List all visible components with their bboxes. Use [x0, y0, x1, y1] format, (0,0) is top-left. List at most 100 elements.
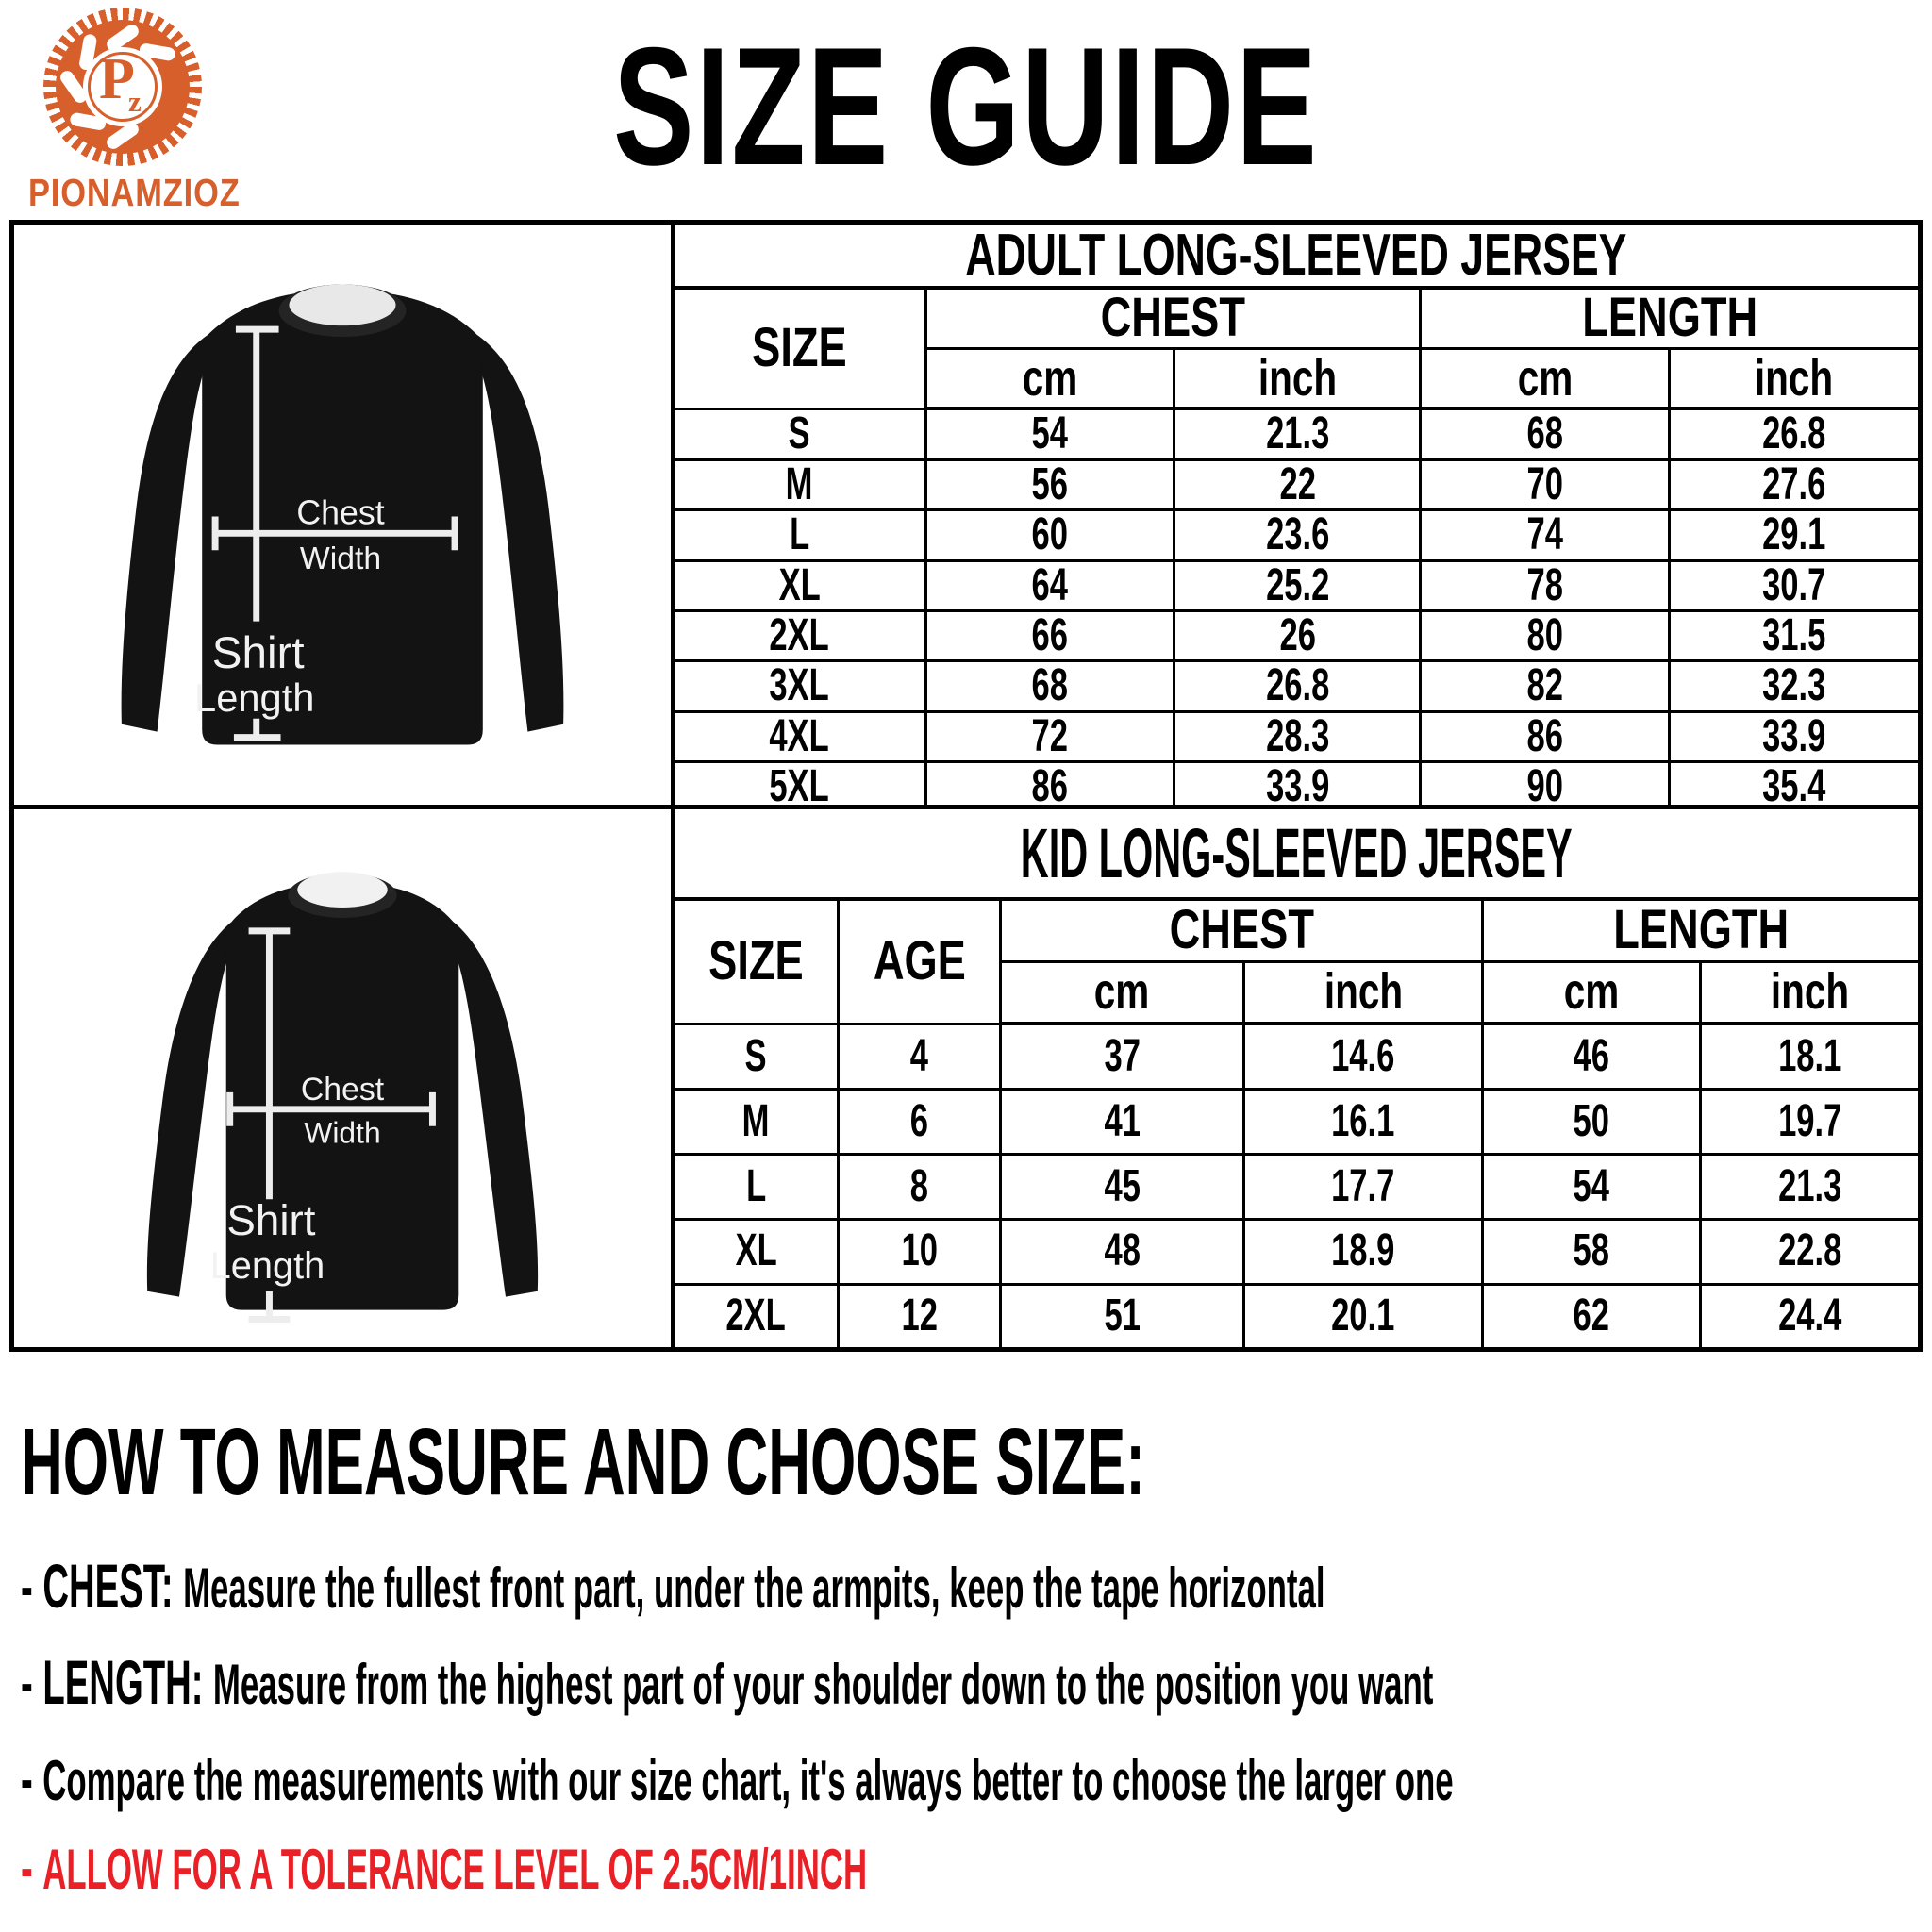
- table-cell: 17.7: [1242, 1152, 1485, 1221]
- instruction-text: Measure from the highest part of your sh…: [212, 1653, 1434, 1716]
- col-header-inch: inch: [1242, 959, 1485, 1025]
- instruction-compare: - Compare the measurements with our size …: [21, 1747, 1454, 1809]
- instruction-text: Compare the measurements with our size c…: [42, 1749, 1454, 1812]
- table-cell: 62: [1481, 1282, 1702, 1347]
- table-cell: 20.1: [1242, 1282, 1485, 1347]
- adult-size-table: ADULT LONG-SLEEVED JERSEY SIZE CHEST LEN…: [675, 225, 1918, 805]
- table-cell: 51: [998, 1282, 1246, 1347]
- table-row: 3XL 68 26.8 82 32.3: [675, 659, 1918, 713]
- shirt-sleeve-left: [146, 921, 238, 1297]
- table-cell: 86: [1419, 709, 1671, 764]
- table-cell: 68: [924, 659, 1176, 713]
- gear-icon: P z: [43, 8, 202, 166]
- table-row: L 60 23.6 74 29.1: [675, 508, 1918, 562]
- kid-shirt-image: Chest Width Shirt Length: [146, 872, 539, 1324]
- table-cell: 16.1: [1242, 1088, 1485, 1156]
- col-header-chest: CHEST: [924, 286, 1423, 350]
- table-cell: 46: [1481, 1022, 1702, 1091]
- table-cell: 24.4: [1698, 1282, 1918, 1347]
- table-cell: 27.6: [1667, 458, 1918, 512]
- table-cell: 60: [924, 508, 1176, 562]
- col-header-cm: cm: [998, 959, 1246, 1025]
- table-cell: 72: [924, 709, 1176, 764]
- table-cell: 18.1: [1698, 1022, 1918, 1091]
- table-cell: 6: [837, 1088, 1002, 1156]
- page-title: SIZE GUIDE: [613, 12, 1319, 200]
- instruction-text: Measure the fullest front part, under th…: [183, 1557, 1325, 1620]
- col-header-cm: cm: [1419, 346, 1671, 411]
- table-cell: 33.9: [1667, 709, 1918, 764]
- table-cell: 33.9: [1173, 760, 1423, 805]
- shirt-sleeve-right: [471, 335, 564, 732]
- table-cell: 32.3: [1667, 659, 1918, 713]
- col-header-inch: inch: [1698, 959, 1918, 1025]
- table-cell: 26.8: [1667, 407, 1918, 461]
- shirt-length-label-top: Shirt: [212, 628, 305, 678]
- table-cell: L: [675, 508, 927, 562]
- col-header-chest: CHEST: [998, 897, 1485, 963]
- chest-width-label-bottom: Width: [300, 541, 381, 576]
- shirt-length-label-bottom: Length: [194, 675, 314, 720]
- col-header-cm: cm: [924, 346, 1176, 411]
- table-cell: 54: [924, 407, 1176, 461]
- table-cell: 45: [998, 1152, 1246, 1221]
- table-cell: 28.3: [1173, 709, 1423, 764]
- table-row: S 54 21.3 68 26.8: [675, 407, 1918, 461]
- col-header-size: SIZE: [675, 286, 927, 410]
- table-cell: 48: [998, 1217, 1246, 1286]
- table-cell: 21.3: [1173, 407, 1423, 461]
- table-cell: 22: [1173, 458, 1423, 512]
- monogram-p: P: [99, 47, 135, 111]
- col-header-length: LENGTH: [1481, 897, 1918, 963]
- col-header-size: SIZE: [675, 897, 841, 1025]
- table-cell: 56: [924, 458, 1176, 512]
- table-cell: 14.6: [1242, 1022, 1485, 1091]
- chest-width-label-top: Chest: [301, 1072, 385, 1108]
- shirt-length-label-top: Shirt: [226, 1196, 315, 1244]
- table-row: M 56 22 70 27.6: [675, 458, 1918, 512]
- table-cell: L: [675, 1152, 841, 1221]
- gear-center: P z: [83, 47, 162, 126]
- table-cell: 74: [1419, 508, 1671, 562]
- col-header-length: LENGTH: [1419, 286, 1918, 350]
- table-cell: 26: [1173, 609, 1423, 663]
- table-cell: M: [675, 1088, 841, 1156]
- instruction-tolerance: - ALLOW FOR A TOLERANCE LEVEL OF 2.5CM/1I…: [21, 1836, 867, 1898]
- table-cell: 82: [1419, 659, 1671, 713]
- table-cell: 5XL: [675, 760, 927, 805]
- instruction-label: - CHEST:: [21, 1551, 174, 1621]
- table-cell: 86: [924, 760, 1176, 805]
- table-cell: 19.7: [1698, 1088, 1918, 1156]
- howto-heading: HOW TO MEASURE AND CHOOSE SIZE:: [21, 1409, 1145, 1515]
- table-cell: 64: [924, 558, 1176, 613]
- gear-center-ring: [88, 52, 158, 122]
- shirt-body: [202, 290, 483, 745]
- table-cell: 50: [1481, 1088, 1702, 1156]
- adult-table-panel: ADULT LONG-SLEEVED JERSEY SIZE CHEST LEN…: [675, 225, 1918, 809]
- table-cell: 66: [924, 609, 1176, 663]
- table-cell: 25.2: [1173, 558, 1423, 613]
- table-cell: S: [675, 407, 927, 461]
- table-cell: 3XL: [675, 659, 927, 713]
- kid-table-title: KID LONG-SLEEVED JERSEY: [675, 809, 1918, 901]
- table-cell: 78: [1419, 558, 1671, 613]
- monogram-z: z: [128, 85, 142, 118]
- table-cell: 2XL: [675, 609, 927, 663]
- table-cell: 58: [1481, 1217, 1702, 1286]
- size-chart-box: Chest Width Shirt Length ADULT LONG-SLEE…: [9, 220, 1923, 1352]
- col-header-age: AGE: [837, 897, 1002, 1025]
- adult-shirt-panel: Chest Width Shirt Length: [14, 225, 675, 809]
- table-cell: S: [675, 1022, 841, 1091]
- table-cell: 2XL: [675, 1282, 841, 1347]
- col-header-inch: inch: [1173, 346, 1423, 411]
- table-cell: 80: [1419, 609, 1671, 663]
- table-cell: 70: [1419, 458, 1671, 512]
- table-row: M 6 41 16.1 50 19.7: [675, 1088, 1918, 1156]
- instruction-label: -: [21, 1743, 33, 1813]
- shirt-length-label-bottom: Length: [210, 1245, 325, 1287]
- shirt-neck-opening: [297, 872, 388, 908]
- table-row: 2XL 66 26 80 31.5: [675, 609, 1918, 663]
- table-cell: 31.5: [1667, 609, 1918, 663]
- kid-shirt-panel: Chest Width Shirt Length: [14, 809, 675, 1347]
